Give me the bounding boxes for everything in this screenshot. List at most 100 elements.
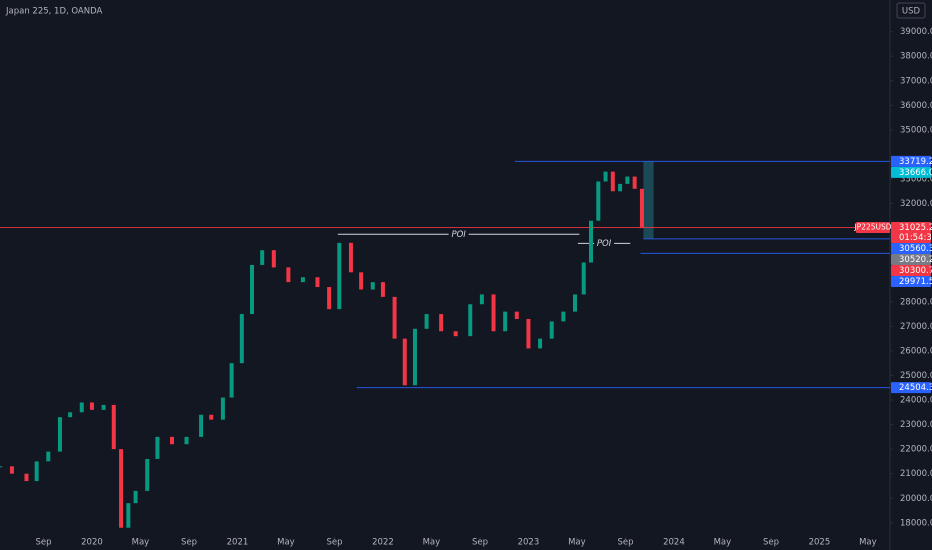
candle (239, 314, 244, 364)
candle (573, 294, 578, 312)
x-tick-label: 2025 (809, 538, 831, 548)
poi-label: POI (451, 230, 466, 240)
currency-box[interactable] (896, 2, 926, 19)
candle (249, 264, 254, 315)
candle (0, 466, 3, 468)
x-tick-label: May (132, 538, 150, 548)
candle (126, 503, 131, 528)
x-tick-label: 2020 (81, 538, 103, 548)
candle (89, 402, 94, 410)
candle (479, 294, 484, 305)
candle (526, 318, 531, 349)
candle (412, 328, 417, 386)
poi-label: POI (597, 239, 612, 249)
position-box (643, 161, 654, 239)
candle (327, 287, 332, 310)
price-badge (891, 155, 931, 167)
x-tick-label: May (423, 538, 441, 548)
x-tick-label: May (714, 538, 732, 548)
candle (220, 397, 225, 420)
candle (315, 277, 320, 288)
price-badge (891, 242, 931, 254)
x-tick-label: Sep (472, 538, 488, 548)
candle (9, 466, 14, 474)
y-tick-label: 37000.0 (900, 76, 932, 86)
candle (34, 461, 39, 482)
y-tick-label: 36000.0 (900, 101, 932, 111)
y-tick-label: 20000.0 (900, 494, 932, 504)
price-badge (891, 264, 931, 276)
candle (370, 282, 375, 290)
x-tick-label: 2024 (663, 538, 685, 548)
y-tick-label: 32000.0 (900, 199, 932, 209)
x-tick-label: 2021 (227, 538, 249, 548)
y-tick-label: 27000.0 (900, 322, 932, 332)
candle (79, 402, 84, 413)
y-tick-label: 39000.0 (900, 27, 932, 37)
x-tick-label: Sep (326, 538, 342, 548)
y-tick-label: 26000.0 (900, 346, 932, 356)
x-tick-label: May (859, 538, 877, 548)
candle (101, 404, 106, 410)
price-badge-label: 33719.2 (899, 157, 932, 167)
price-badge (891, 253, 931, 265)
price-badge-label: 31025.2 (899, 223, 932, 233)
poi-label-bg (594, 238, 615, 249)
candle (209, 414, 214, 420)
candle (155, 436, 160, 459)
x-tick-label: Sep (181, 538, 197, 548)
y-tick-label: 28000.0 (900, 297, 932, 307)
candle (581, 262, 586, 295)
candle (439, 314, 444, 332)
candle (538, 338, 543, 349)
candle (286, 267, 291, 283)
y-tick-label: 24000.0 (900, 396, 932, 406)
y-tick-label: 35000.0 (900, 125, 932, 135)
candle (392, 296, 397, 339)
x-tick-label: 2022 (372, 538, 394, 548)
candle (111, 404, 116, 450)
candle (145, 458, 150, 491)
y-tick-label: 33000.0 (900, 174, 932, 184)
symbol-badge (856, 221, 890, 233)
candle (491, 294, 496, 332)
candle (119, 449, 124, 528)
x-tick-label: May (568, 538, 586, 548)
candle (169, 436, 174, 445)
x-tick-label: May (277, 538, 295, 548)
price-badge-label: 30520.2 (899, 255, 932, 265)
y-tick-label: 22000.0 (900, 445, 932, 455)
price-badge (891, 382, 931, 394)
price-badge-label: 24504.3 (899, 383, 932, 393)
candle (24, 473, 29, 482)
countdown: 01:54:32 (899, 233, 932, 243)
x-tick-label: Sep (35, 538, 51, 548)
price-badge-label: 33666.0 (899, 168, 932, 178)
y-tick-label: 23000.0 (900, 420, 932, 430)
y-tick-label: 21000.0 (900, 469, 932, 479)
price-badge (891, 275, 931, 287)
candle (561, 311, 566, 322)
candle (632, 176, 637, 189)
candle (610, 171, 615, 192)
candle (514, 311, 519, 319)
chart-title: Japan 225, 1D, OANDA (5, 7, 103, 17)
candle (618, 183, 623, 192)
price-badge-label: 30560.3 (899, 244, 932, 254)
y-tick-label: 38000.0 (900, 52, 932, 62)
candle (229, 363, 234, 398)
candle (424, 314, 429, 329)
candle (359, 272, 364, 290)
x-tick-label: 2023 (518, 538, 540, 548)
candle (380, 282, 385, 297)
price-badge (891, 221, 931, 243)
candle (402, 338, 407, 386)
candle (133, 490, 138, 504)
candle (68, 412, 73, 418)
x-tick-label: Sep (617, 538, 633, 548)
y-tick-label: 18000.0 (900, 518, 932, 528)
candle (596, 181, 601, 221)
currency[interactable]: USD (902, 7, 921, 17)
